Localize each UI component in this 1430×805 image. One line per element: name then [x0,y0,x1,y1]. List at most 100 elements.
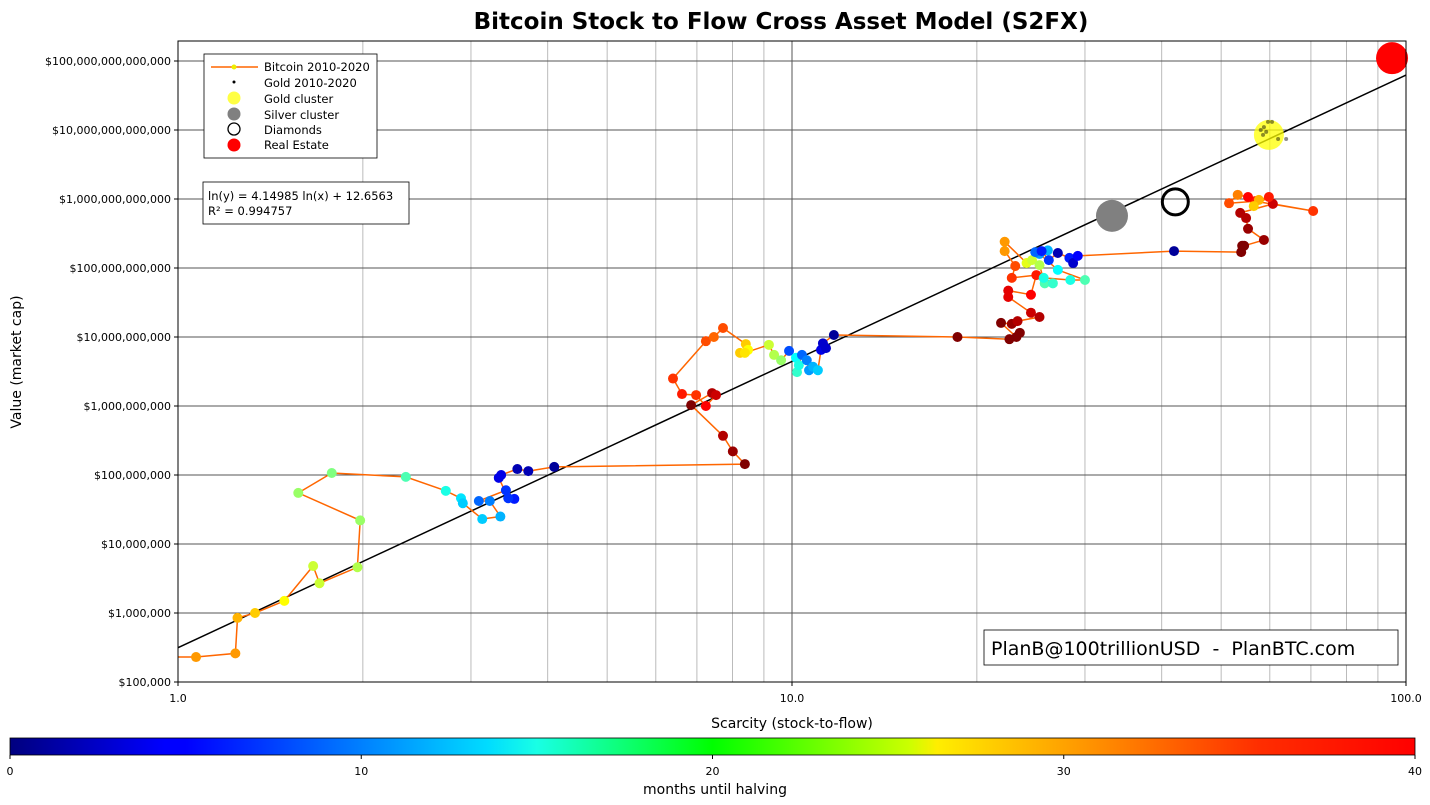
bitcoin-point [1010,260,1021,271]
real-estate-marker [1376,42,1409,75]
bitcoin-point [1036,246,1047,257]
bitcoin-point [355,515,366,526]
bitcoin-point [710,390,721,401]
bitcoin-point [440,485,451,496]
y-tick-label: $1,000,000,000 [84,400,171,413]
bitcoin-point [1006,272,1017,283]
y-tick-label: $10,000,000,000 [77,331,171,344]
bitcoin-point [1034,311,1045,322]
legend-label-silver: Silver cluster [264,108,339,122]
bitcoin-point [784,345,795,356]
gold-point [1266,119,1271,124]
diamonds-marker [1160,187,1190,217]
bitcoin-point [473,495,484,506]
bitcoin-point [812,365,823,376]
legend-gold-marker [232,80,236,84]
grid [177,41,1406,683]
bitcoin-point [326,467,337,478]
gold-point [1258,128,1263,133]
regression-line [177,74,1407,649]
bitcoin-point [1003,285,1014,296]
fit-r-squared: R² = 0.994757 [208,204,292,218]
x-tick-label: 10.0 [780,692,805,705]
gold-point [1261,125,1266,130]
bitcoin-point [1263,191,1274,202]
bitcoin-point [484,495,495,506]
bitcoin-point [1052,248,1063,259]
bitcoin-point [667,373,678,384]
bitcoin-point [776,355,787,366]
bitcoin-path-line [178,193,1314,658]
bitcoin-point [700,336,711,347]
colorbar-label: months until halving [643,782,787,798]
legend-label-real-estate: Real Estate [264,138,329,152]
bitcoin-point [1243,223,1254,234]
bitcoin-point [700,401,711,412]
bitcoin-point [1011,332,1022,343]
bitcoin-point [503,493,514,504]
x-tick-label: 1.0 [169,692,187,705]
bitcoin-point [1072,250,1083,261]
colorbar-tick-label: 20 [706,765,720,778]
y-tick-label: $100,000 [119,676,172,689]
gold-point [1284,137,1289,142]
bitcoin-point [717,430,728,441]
x-axis-ticks: 1.0 10.0 100.0 [169,682,1422,705]
watermark: PlanB@100trillionUSD - PlanBTC.com [983,629,1399,666]
fit-equation: ln(y) = 4.14985 ln(x) + 12.6563 [208,189,393,203]
bitcoin-point [314,578,325,589]
colorbar-tick-label: 30 [1057,765,1071,778]
bitcoin-point [500,485,511,496]
y-tick-label: $10,000,000,000,000 [52,124,171,137]
bitcoin-point [1043,255,1054,266]
chart-title: Bitcoin Stock to Flow Cross Asset Model … [474,9,1089,35]
bitcoin-point [999,246,1010,257]
x-tick-label: 100.0 [1390,692,1422,705]
bitcoin-point [739,459,750,470]
colorbar-gradient [9,737,1416,756]
bitcoin-point [739,347,750,358]
bitcoin-point [1224,198,1235,209]
legend-label-gold: Gold 2010-2020 [264,76,357,90]
colorbar-tick-label: 40 [1408,765,1422,778]
bitcoin-point [996,317,1007,328]
bitcoin-point [495,511,506,522]
fit-box [202,181,410,225]
bitcoin-point [549,461,560,472]
bitcoin-point [400,471,411,482]
bitcoin-point [1012,316,1023,327]
bitcoin-point [1052,264,1063,275]
bitcoin-point [352,562,363,573]
legend-label-gold-cluster: Gold cluster [264,92,333,106]
y-tick-label: $1,000,000,000,000 [59,193,171,206]
legend-silver-marker [227,107,241,121]
legend-real-estate-marker [227,138,241,152]
y-tick-label: $10,000,000 [101,538,171,551]
bitcoin-point [1047,278,1058,289]
bitcoin-point [727,446,738,457]
bitcoin-point [677,389,688,400]
y-axis-ticks: $100,000 $1,000,000 $10,000,000 $100,000,00… [45,55,178,689]
bitcoin-point [250,608,261,619]
watermark-box [983,629,1399,666]
regression-line-path [177,74,1407,649]
bitcoin-point [717,323,728,334]
bitcoin-point [1308,206,1319,217]
bitcoin-point [817,338,828,349]
colorbar: 0 10 20 30 40 months until halving [7,737,1422,798]
bitcoin-point [691,390,702,401]
bitcoin-point [1038,272,1049,283]
bitcoin-point [477,514,488,525]
bitcoin-point [801,355,812,366]
bitcoin-point [1248,201,1259,212]
gold-point [1269,119,1274,124]
colorbar-tick-label: 10 [354,765,368,778]
y-axis-label: Value (market cap) [9,295,25,428]
colorbar-ticks: 0 10 20 30 40 [7,755,1422,778]
gold-point [1276,137,1281,142]
asset-clusters [1095,42,1409,232]
bitcoin-point [793,360,804,371]
bitcoin-point [293,487,304,498]
bitcoin-point [1243,191,1254,202]
y-tick-label: $1,000,000 [108,607,171,620]
